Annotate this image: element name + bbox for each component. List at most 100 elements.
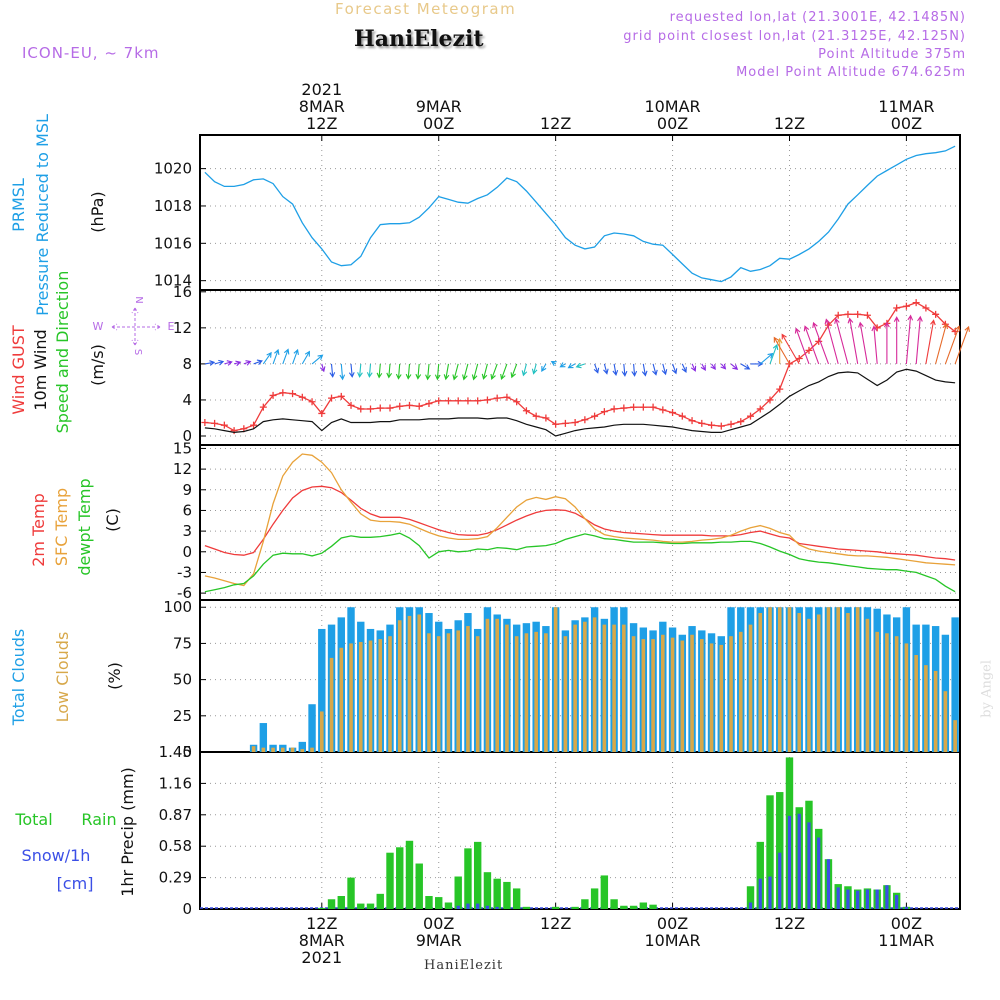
y-tick-label: 100 [163, 598, 192, 616]
ylabel-clouds: (%) [105, 662, 124, 690]
wind-arrow [834, 317, 849, 365]
label-dewpt-temp: dewpt Temp [75, 478, 94, 575]
compass-west: W [93, 320, 104, 333]
low-cloud-bar [612, 624, 616, 752]
low-cloud-bar [855, 607, 860, 752]
panel-5 [199, 751, 961, 910]
snow-bar [476, 903, 480, 909]
wind-arrow [700, 363, 706, 371]
rain-bar [571, 906, 579, 909]
gust-marker [279, 389, 287, 397]
low-cloud-bar [914, 655, 918, 752]
time-label-bottom: 12Z [540, 914, 571, 933]
gust-marker [649, 403, 657, 411]
wind-arrow [631, 363, 638, 377]
wind-arrow [661, 363, 668, 376]
wind-arrow [781, 333, 800, 365]
wind-arrow [730, 363, 739, 370]
label-total: Total [14, 810, 52, 829]
rain-bar [337, 896, 345, 909]
y-tick-label: 1018 [154, 197, 192, 215]
low-cloud-bar [816, 614, 821, 752]
gust-marker [815, 337, 823, 345]
wind-arrow [348, 363, 355, 378]
gust-marker [639, 403, 647, 411]
low-cloud-bar [349, 643, 353, 752]
low-cloud-bar [602, 624, 607, 752]
wind-arrow [301, 350, 310, 365]
low-cloud-bar [290, 747, 295, 752]
wind-arrow [376, 363, 383, 379]
wind-arrow [395, 363, 402, 380]
gust-marker [669, 409, 677, 417]
gust-marker [854, 310, 862, 318]
rain-bar [415, 863, 423, 909]
wind-arrow [905, 314, 914, 364]
gust-marker [289, 390, 297, 398]
time-label-top: 00Z [891, 114, 922, 133]
y-tick-label: 1020 [154, 160, 192, 178]
label-rain: Rain [81, 810, 116, 829]
gust-marker [269, 391, 277, 399]
wind-arrow [935, 322, 949, 365]
low-cloud-bar [699, 639, 704, 752]
gust-marker [776, 385, 784, 393]
wind-arrow [462, 363, 469, 381]
total-cloud-bar [259, 723, 268, 752]
rain-bar [493, 878, 501, 909]
low-cloud-bar [436, 636, 441, 752]
gust-marker [298, 393, 306, 401]
low-cloud-bar [466, 626, 470, 752]
low-cloud-bar [846, 613, 850, 752]
rain-bar [396, 847, 404, 909]
time-label-bottom: 00Z [423, 914, 454, 933]
footer-station: HaniElezit [424, 958, 504, 973]
gust-marker [522, 407, 530, 415]
low-cloud-bar [446, 633, 451, 752]
wind-arrow [621, 363, 628, 377]
snow-bar [768, 876, 772, 909]
low-cloud-bar [748, 624, 753, 752]
gust-marker [912, 299, 920, 307]
label-snow: Snow/1h [22, 846, 91, 865]
wind-arrow [292, 348, 299, 365]
time-label-top: 12Z [540, 114, 571, 133]
rain-bar [444, 902, 453, 909]
wind-arrow [339, 363, 346, 381]
y-tick-label: 15 [173, 439, 192, 457]
gust-marker [844, 310, 852, 318]
rain-bar [629, 905, 638, 909]
point-altitude: Point Altitude 375m [818, 47, 966, 62]
wind-arrow [567, 363, 576, 369]
ylabel-wind: (m/s) [88, 344, 107, 386]
rain-bar [454, 876, 462, 909]
gust-marker [532, 412, 540, 420]
rain-bar [473, 841, 482, 909]
y-tick-label: 50 [173, 671, 192, 689]
gust-marker [250, 421, 258, 429]
gust-marker [483, 396, 491, 404]
compass-south: S [132, 349, 143, 355]
compass-vertical [131, 307, 139, 346]
low-cloud-bar [641, 639, 646, 752]
low-cloud-bar [787, 607, 792, 752]
time-label-top: 00Z [423, 114, 454, 133]
y-tick-label: -3 [177, 563, 192, 581]
time-label-top: 10MAR [644, 97, 700, 116]
time-label-top: 2021 [301, 80, 342, 99]
wind-arrow [915, 315, 923, 364]
time-label-bottom: 11MAR [878, 931, 934, 950]
gust-marker [902, 302, 910, 310]
gust-marker [220, 421, 228, 429]
gust-marker [201, 418, 209, 426]
snow-bar [856, 890, 860, 909]
label-prmsl: PRMSL [9, 178, 28, 232]
snow-bar [817, 837, 821, 909]
wind-arrow [452, 363, 459, 381]
wind-arrow [759, 352, 774, 365]
wind-arrow [871, 325, 878, 364]
low-cloud-bar [271, 747, 275, 752]
low-cloud-bar [407, 615, 412, 752]
y-tick-label: 8 [182, 355, 192, 373]
